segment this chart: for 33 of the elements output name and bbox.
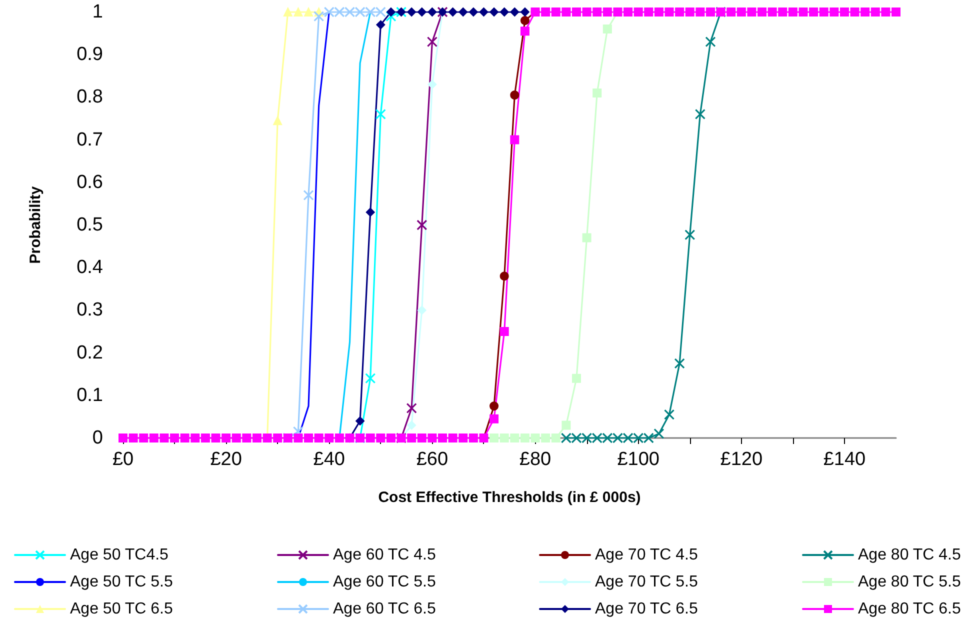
y-tick-label: 0.7 bbox=[76, 129, 103, 150]
y-tick-label: 0.5 bbox=[76, 214, 103, 236]
y-tick-label: 0.3 bbox=[76, 300, 103, 321]
legend-label: Age 70 TC 5.5 bbox=[595, 574, 698, 590]
legend-label: Age 60 TC 6.5 bbox=[333, 600, 436, 618]
y-tick-label: 0.2 bbox=[76, 342, 103, 364]
legend-label: Age 80 TC 6.5 bbox=[858, 600, 961, 618]
y-tick-label: 0 bbox=[92, 428, 103, 448]
x-tick-label: £80 bbox=[519, 449, 552, 470]
legend-label: Age 60 TC 4.5 bbox=[333, 546, 436, 564]
x-tick-label: £40 bbox=[313, 449, 345, 470]
x-tick-label: £120 bbox=[720, 449, 763, 470]
legend-label: Age 50 TC4.5 bbox=[70, 546, 169, 564]
legend-label: Age 80 TC 5.5 bbox=[858, 574, 961, 590]
x-tick-label: £20 bbox=[210, 449, 242, 470]
y-tick-label: 0.9 bbox=[76, 44, 103, 66]
y-tick-label: 0.8 bbox=[76, 86, 103, 108]
legend-label: Age 70 TC 4.5 bbox=[595, 546, 698, 564]
x-tick-label: £140 bbox=[823, 449, 866, 470]
y-tick-label: 0.4 bbox=[76, 257, 104, 278]
y-tick-label: 0.1 bbox=[76, 384, 103, 406]
x-tick-label: £0 bbox=[112, 449, 134, 470]
y-axis-title: Probability bbox=[27, 186, 44, 264]
legend-label: Age 70 TC 6.5 bbox=[595, 600, 698, 618]
legend-label: Age 80 TC 4.5 bbox=[858, 546, 961, 564]
legend-label: Age 50 TC 5.5 bbox=[70, 574, 173, 590]
y-tick-label: 1 bbox=[92, 2, 103, 22]
x-axis-title: Cost Effective Thresholds (in £ 000s) bbox=[378, 489, 641, 506]
x-tick-label: £100 bbox=[617, 449, 660, 470]
legend-label: Age 50 TC 6.5 bbox=[70, 600, 173, 618]
y-tick-label: 0.6 bbox=[76, 172, 103, 193]
legend-label: Age 60 TC 5.5 bbox=[333, 574, 436, 590]
x-tick-label: £60 bbox=[416, 449, 448, 470]
